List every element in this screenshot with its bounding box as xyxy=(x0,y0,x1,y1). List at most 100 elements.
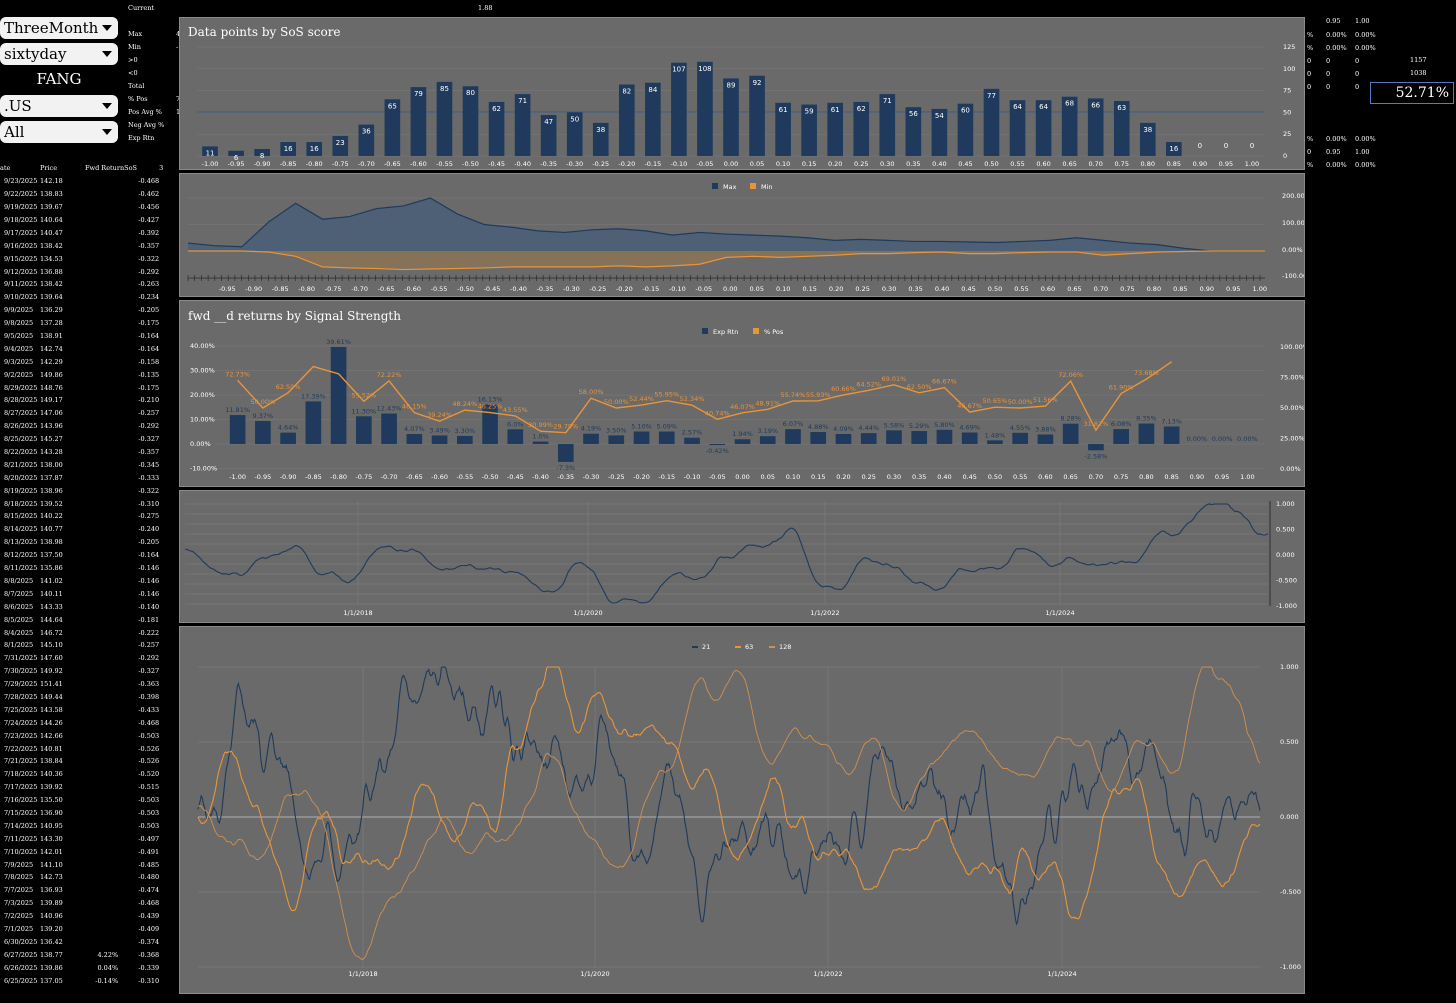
data-label: 17.39% xyxy=(301,392,326,400)
table-cell: 149.44 xyxy=(40,692,63,701)
x-tick-label: -0.85 xyxy=(272,285,289,293)
table-row: 7/22/2025 140.81 -0.526 xyxy=(0,742,167,755)
x-tick-label: -0.20 xyxy=(618,160,635,168)
data-label: 31.82% xyxy=(1084,420,1109,428)
x-tick-label: 0.90 xyxy=(1193,160,1207,168)
x-tick-label: -0.75 xyxy=(355,473,372,481)
table-cell: 9/10/2025 xyxy=(4,293,38,302)
data-label: 1.94% xyxy=(732,430,753,438)
bar xyxy=(1138,423,1155,444)
x-tick-label: 0.55 xyxy=(1013,473,1027,481)
table-cell: 143.33 xyxy=(40,602,63,611)
x-tick-label: -0.55 xyxy=(456,473,473,481)
x-tick-label: 0.35 xyxy=(912,473,926,481)
bar xyxy=(671,62,687,156)
table-row: 8/19/2025 138.96 -0.322 xyxy=(0,484,167,497)
table-cell: 9/3/2025 xyxy=(4,357,34,366)
data-label: 73.68% xyxy=(1134,369,1159,377)
bar xyxy=(514,94,531,156)
table-cell xyxy=(85,484,124,497)
table-cell xyxy=(85,381,124,394)
table-cell xyxy=(85,575,124,588)
table-cell xyxy=(85,845,124,858)
bar xyxy=(356,416,372,444)
data-label: 6 xyxy=(234,154,239,162)
table-cell: -0.257 xyxy=(138,641,160,650)
x-tick-label: 0.90 xyxy=(1190,473,1204,481)
table-cell: 7/25/2025 xyxy=(4,705,38,714)
legend-label: Exp Rtn xyxy=(713,328,738,336)
table-row: 7/9/2025 141.10 -0.485 xyxy=(0,858,167,871)
table-cell: -0.135 xyxy=(138,370,160,379)
y-tick-label: 25.00% xyxy=(1280,435,1304,443)
right-cell: 0.00% xyxy=(1326,161,1347,169)
bar xyxy=(961,432,978,444)
data-label: 55.74% xyxy=(781,391,806,399)
bar xyxy=(775,102,791,156)
table-cell: 7/8/2025 xyxy=(4,873,34,882)
table-cell: -0.333 xyxy=(138,473,160,482)
bar xyxy=(1037,434,1054,444)
y-tick-label: -100.00% xyxy=(1282,272,1304,280)
bar xyxy=(1062,423,1079,444)
x-tick-label: -0.20 xyxy=(616,285,633,293)
bar xyxy=(911,431,928,444)
table-cell xyxy=(85,226,124,239)
chart-data-points: Data points by SoS score 0 25 50 75 100 125 11… xyxy=(179,17,1305,170)
bar xyxy=(709,444,726,446)
table-row: 9/23/2025 142.18 -0.468 xyxy=(0,175,167,188)
stat-value: - xyxy=(176,43,179,51)
y-tick-label: 100.00% xyxy=(1280,343,1304,351)
region-dropdown[interactable]: .US xyxy=(0,95,118,117)
table-row: 8/28/2025 149.17 -0.210 xyxy=(0,394,167,407)
table-cell: -0.357 xyxy=(138,241,160,250)
data-label: 11.81% xyxy=(225,406,250,414)
table-cell: -0.439 xyxy=(138,912,160,921)
period-dropdown[interactable]: ThreeMonth xyxy=(0,17,118,39)
table-cell: 9/9/2025 xyxy=(4,306,34,315)
max-line xyxy=(187,197,1265,252)
x-tick-label: -0.75 xyxy=(332,160,349,168)
legend-label: 128 xyxy=(779,643,791,651)
x-tick-label: -0.45 xyxy=(484,285,501,293)
table-cell xyxy=(85,368,124,381)
x-tick-label: 0.40 xyxy=(937,473,951,481)
pct-pos-cell[interactable]: 52.71% xyxy=(1370,82,1454,104)
data-label: 30.99% xyxy=(528,421,553,429)
data-label: 6.0% xyxy=(507,420,524,428)
x-tick-label: 1/1/2018 xyxy=(348,970,377,978)
table-cell: 9/17/2025 xyxy=(4,228,38,237)
table-row: 8/20/2025 137.87 -0.333 xyxy=(0,471,167,484)
x-tick-label: 0.70 xyxy=(1088,160,1102,168)
table-row: 9/22/2025 138.83 -0.462 xyxy=(0,188,167,201)
bar xyxy=(931,108,948,156)
data-label: 46.67% xyxy=(957,402,982,410)
window-dropdown[interactable]: sixtyday xyxy=(0,43,118,65)
table-row: 8/21/2025 138.00 -0.345 xyxy=(0,458,167,471)
x-tick-label: -0.50 xyxy=(482,473,499,481)
bar xyxy=(557,444,574,462)
x-tick-label: 0.65 xyxy=(1063,473,1077,481)
chevron-down-icon xyxy=(102,51,112,57)
data-label: 68 xyxy=(1065,100,1074,108)
legend-label: Max xyxy=(723,183,737,191)
x-tick-label: 0.10 xyxy=(776,160,790,168)
table-row: 8/13/2025 138.98 -0.205 xyxy=(0,536,167,549)
table-cell: 4.22% xyxy=(97,950,119,959)
data-label: 4.88% xyxy=(808,423,829,431)
table-cell: -0.357 xyxy=(138,448,160,457)
stat-label: <0 xyxy=(128,69,138,77)
data-label: 47 xyxy=(544,118,553,126)
x-tick-label: -0.40 xyxy=(532,473,549,481)
table-cell: 6/25/2025 xyxy=(4,976,38,985)
table-cell xyxy=(85,755,124,768)
bar xyxy=(488,101,505,156)
bar xyxy=(381,413,397,444)
filter-dropdown[interactable]: All xyxy=(0,121,118,143)
x-tick-label: -0.60 xyxy=(431,473,448,481)
table-row: 8/22/2025 143.28 -0.357 xyxy=(0,446,167,459)
x-tick-label: 1/1/2022 xyxy=(810,609,839,617)
bar xyxy=(384,99,401,156)
x-tick-label: 0.30 xyxy=(882,285,896,293)
data-label: 54 xyxy=(935,112,944,120)
